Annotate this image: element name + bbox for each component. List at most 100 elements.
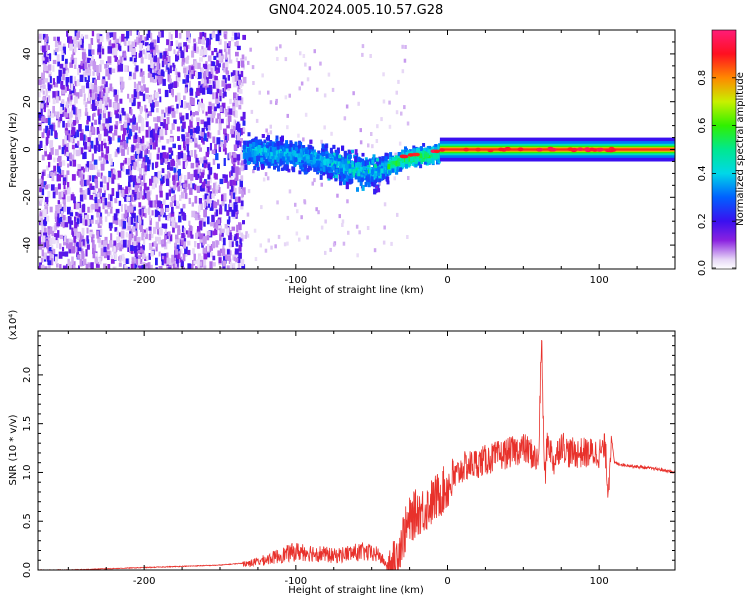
spectrogram-cell — [67, 206, 71, 215]
spectrogram-cell — [209, 203, 214, 211]
spectrogram-cell — [376, 158, 379, 162]
spectrogram-cell — [85, 249, 88, 257]
spectrogram-cell — [120, 230, 125, 239]
spectrogram-cell — [101, 97, 104, 104]
spectrogram-cell — [218, 223, 222, 229]
spectrogram-cell — [219, 89, 222, 97]
spectrogram-cell — [142, 168, 147, 176]
spectrogram-cell — [145, 263, 149, 269]
spectrogram-cell — [106, 123, 111, 131]
spectrogram-cell — [215, 185, 218, 194]
spectrogram-cell — [240, 138, 243, 143]
spectrogram-cell — [396, 212, 399, 217]
spectrogram-cell — [77, 232, 80, 238]
spectrogram-cell — [215, 153, 219, 161]
spectrogram-cell — [41, 235, 46, 243]
spectrogram-cell — [194, 241, 197, 248]
spectrogram-cell — [207, 203, 210, 208]
spectrogram-cell — [225, 254, 229, 260]
spectrogram-cell — [129, 44, 133, 52]
spectrogram-cell — [49, 76, 52, 84]
spectrogram-cell — [187, 230, 191, 238]
spectrogram-cell — [204, 79, 207, 86]
spectrogram-cell — [136, 146, 140, 154]
spectrogram-cell — [364, 157, 368, 162]
spectrogram-cell — [389, 152, 393, 157]
spectrogram-cell — [153, 241, 157, 247]
spectrogram-cell — [73, 224, 78, 233]
spectrogram-cell — [129, 107, 132, 114]
spectrogram-cell — [126, 117, 130, 123]
spectrogram-cell — [223, 256, 227, 264]
spectrogram-cell — [235, 196, 238, 203]
spectrogram-cell — [46, 240, 50, 249]
spectrogram-cell — [157, 88, 161, 94]
spectrogram-cell — [102, 201, 105, 210]
spectrogram-cell — [225, 135, 227, 140]
spectrogram-cell — [103, 107, 107, 114]
spectrogram-cell — [59, 264, 62, 269]
spectrogram-cell — [156, 116, 161, 123]
spectrogram-cell — [95, 101, 99, 107]
spectrogram-cell — [119, 243, 123, 252]
spectrogram-cell — [194, 137, 198, 144]
spectrogram-cell — [63, 181, 66, 189]
spectrogram-cell — [78, 124, 82, 132]
spectrogram-cell — [315, 207, 318, 212]
spectrogram-cell — [299, 51, 302, 56]
spectrogram-cell — [386, 180, 390, 185]
spectrogram-cell — [103, 246, 107, 253]
spectrogram-cell — [237, 158, 240, 166]
spectrogram-cell — [236, 132, 241, 141]
spectrogram-cell — [49, 206, 53, 213]
spectrogram-cell — [329, 159, 333, 164]
spectrogram-cell — [171, 222, 176, 228]
spectrogram-cell — [122, 134, 126, 141]
spectrogram-cell — [177, 136, 180, 141]
spectrogram-cell — [58, 45, 63, 52]
spectrogram-cell — [307, 144, 311, 151]
spectrogram-cell — [214, 65, 217, 71]
spectrogram-cell — [77, 68, 80, 76]
spectrogram-cell — [238, 104, 242, 110]
spectrogram-cell — [205, 83, 208, 90]
spectrogram-marks — [38, 30, 675, 269]
spectrogram-cell — [241, 81, 244, 87]
spectrogram-cell — [137, 265, 142, 269]
spectrogram-cell — [339, 181, 343, 186]
spectrogram-cell — [191, 97, 195, 106]
spectrogram-cell — [323, 125, 326, 130]
spectrogram-cell — [392, 164, 396, 169]
spectrogram-cell — [148, 126, 151, 131]
spectrogram-cell — [55, 96, 59, 104]
spectrogram-cell — [375, 163, 379, 169]
spectrogram-cell — [221, 54, 225, 59]
spectrogram-cell — [119, 98, 123, 104]
spectrogram-cell — [142, 157, 146, 162]
spectrogram-cell — [285, 159, 289, 166]
spectrogram-cell — [196, 212, 200, 219]
spectrogram-cell — [72, 161, 76, 167]
spectrogram-cell — [180, 236, 184, 243]
spectrogram-cell — [221, 228, 225, 233]
spectrogram-cell — [198, 226, 203, 231]
spectrogram-cell — [180, 208, 184, 214]
spectrogram-cell — [50, 171, 54, 177]
spectrogram-cell — [346, 199, 349, 204]
spectrogram-cell — [212, 188, 216, 196]
spectrogram-cell — [50, 258, 54, 266]
spectrogram-cell — [87, 75, 90, 82]
spectrogram-cell — [70, 194, 75, 201]
spectrogram-cell — [199, 32, 203, 40]
spectrogram-cell — [157, 170, 162, 179]
spectrogram-cell — [118, 188, 121, 196]
spectrogram-cell — [155, 177, 159, 184]
spectrogram-cell — [355, 164, 359, 170]
spectrogram-cell — [144, 36, 147, 42]
spectrogram-cell — [39, 179, 44, 188]
spectrogram-cell — [213, 48, 218, 53]
spectrogram-cell — [53, 36, 56, 41]
spectrogram-cell — [92, 193, 96, 200]
spectrogram-cell — [77, 140, 80, 146]
spectrogram-cell — [171, 206, 174, 214]
